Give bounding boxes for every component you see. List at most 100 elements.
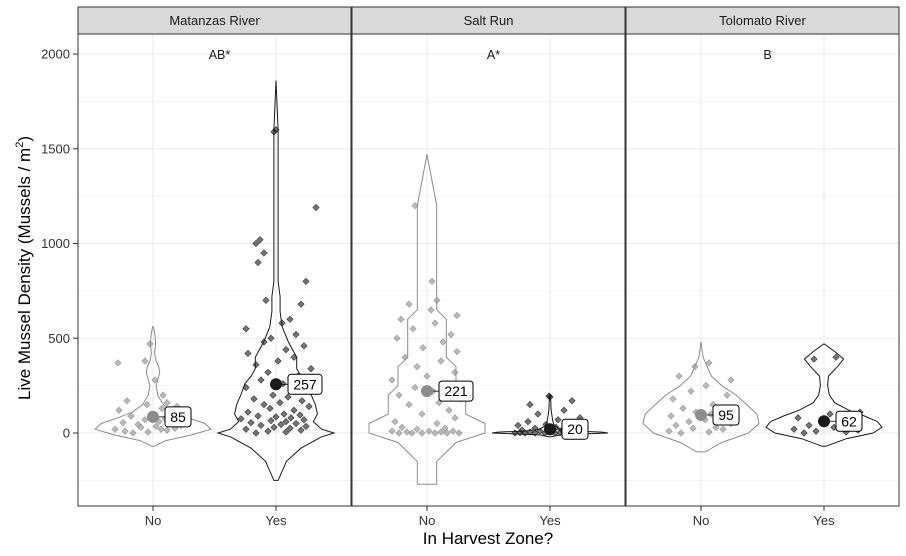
data-point [157, 425, 165, 433]
mean-label: 221 [444, 383, 468, 399]
y-tick-label: 500 [48, 331, 70, 346]
data-point [312, 203, 320, 212]
data-point [254, 412, 262, 420]
facet-strip [351, 6, 626, 35]
data-point [127, 412, 135, 420]
data-point [282, 345, 290, 354]
data-point [256, 236, 264, 244]
data-point [712, 423, 720, 431]
data-point [284, 393, 292, 401]
y-axis-title-main: Live Mussel Density (Mussels / m [15, 148, 34, 400]
data-point [252, 429, 260, 437]
data-point [534, 410, 542, 418]
data-point [677, 429, 685, 437]
data-point [526, 400, 534, 409]
data-point [397, 315, 405, 323]
data-point [264, 427, 272, 435]
mean-label: 85 [170, 409, 186, 425]
data-point [152, 422, 160, 430]
facet-strip-label: Salt Run [464, 13, 514, 28]
data-point [129, 429, 137, 437]
data-point [455, 429, 463, 437]
data-point [305, 402, 313, 411]
data-point [560, 406, 568, 414]
data-point [405, 400, 413, 409]
data-point [433, 419, 441, 428]
data-point [274, 357, 282, 365]
data-point [290, 353, 298, 361]
data-point [297, 300, 305, 308]
data-point [423, 372, 431, 380]
group-yes: 20 [491, 392, 609, 440]
data-point [292, 419, 300, 428]
data-point [418, 410, 426, 418]
data-point [409, 325, 417, 333]
data-point [679, 404, 687, 412]
data-point [832, 353, 840, 361]
data-point [282, 418, 290, 426]
data-point [418, 429, 426, 437]
facet-panel: Salt Run A* 221 No 20 Yes [351, 6, 626, 528]
data-point [388, 376, 396, 384]
y-axis-title: Live Mussel Density (Mussels / m2) [14, 136, 34, 400]
panels-layer: Matanzas River AB* 85 No 257 Yes Salt Run A* 221… [77, 6, 900, 528]
data-point [411, 383, 419, 392]
data-point [260, 249, 268, 257]
data-point [427, 306, 435, 314]
data-point [252, 239, 260, 248]
data-point [395, 391, 403, 399]
mean-label: 20 [567, 421, 583, 437]
y-tick-label: 0 [63, 426, 70, 441]
data-point [242, 325, 250, 333]
data-point [669, 395, 677, 403]
data-point [143, 400, 151, 409]
data-point [794, 414, 802, 422]
mean-label: 62 [841, 413, 857, 429]
facet-panel: Tolomato River B 95 No 62 Yes [625, 6, 900, 528]
data-point [260, 400, 268, 409]
data-point [270, 423, 278, 431]
mean-label-box [561, 418, 589, 440]
data-point [244, 349, 252, 358]
data-point [163, 399, 171, 407]
x-tick-label: Yes [539, 513, 561, 528]
data-point [298, 397, 306, 405]
data-point [146, 340, 154, 348]
data-point [242, 383, 250, 392]
data-point [411, 201, 419, 210]
data-point [437, 357, 445, 365]
data-point [403, 428, 411, 436]
data-point [524, 418, 532, 426]
data-point [302, 277, 310, 286]
data-point [114, 359, 122, 367]
mean-label: 257 [293, 376, 317, 392]
data-point [545, 392, 553, 400]
data-point [266, 404, 274, 412]
data-point [111, 425, 119, 433]
data-point [531, 424, 539, 432]
data-point [805, 421, 813, 430]
mean-point [818, 415, 830, 428]
data-point [449, 427, 457, 435]
data-point [672, 421, 680, 430]
violin-shape [765, 343, 883, 447]
mean-label-box [835, 410, 863, 432]
facet-strip-label: Matanzas River [169, 13, 260, 28]
data-point [141, 357, 149, 365]
data-point [514, 421, 522, 430]
facet-panel: Matanzas River AB* 85 No 257 Yes [77, 6, 352, 528]
data-point [536, 427, 544, 435]
data-point [307, 364, 315, 373]
data-point [260, 338, 268, 346]
data-point [264, 368, 272, 376]
data-point [286, 424, 294, 432]
data-point [296, 411, 304, 419]
data-point [435, 399, 443, 407]
data-point [702, 382, 710, 390]
mean-label-box [287, 373, 323, 395]
data-point [300, 342, 308, 350]
data-point [121, 427, 129, 435]
data-point [280, 410, 288, 418]
data-point [395, 429, 403, 437]
